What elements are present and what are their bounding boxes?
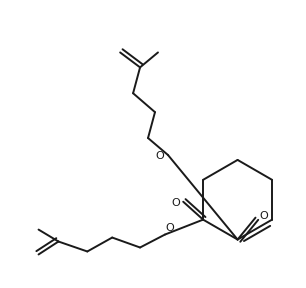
Text: O: O (155, 151, 164, 161)
Text: O: O (171, 198, 180, 208)
Text: O: O (259, 211, 268, 221)
Text: O: O (166, 223, 174, 233)
